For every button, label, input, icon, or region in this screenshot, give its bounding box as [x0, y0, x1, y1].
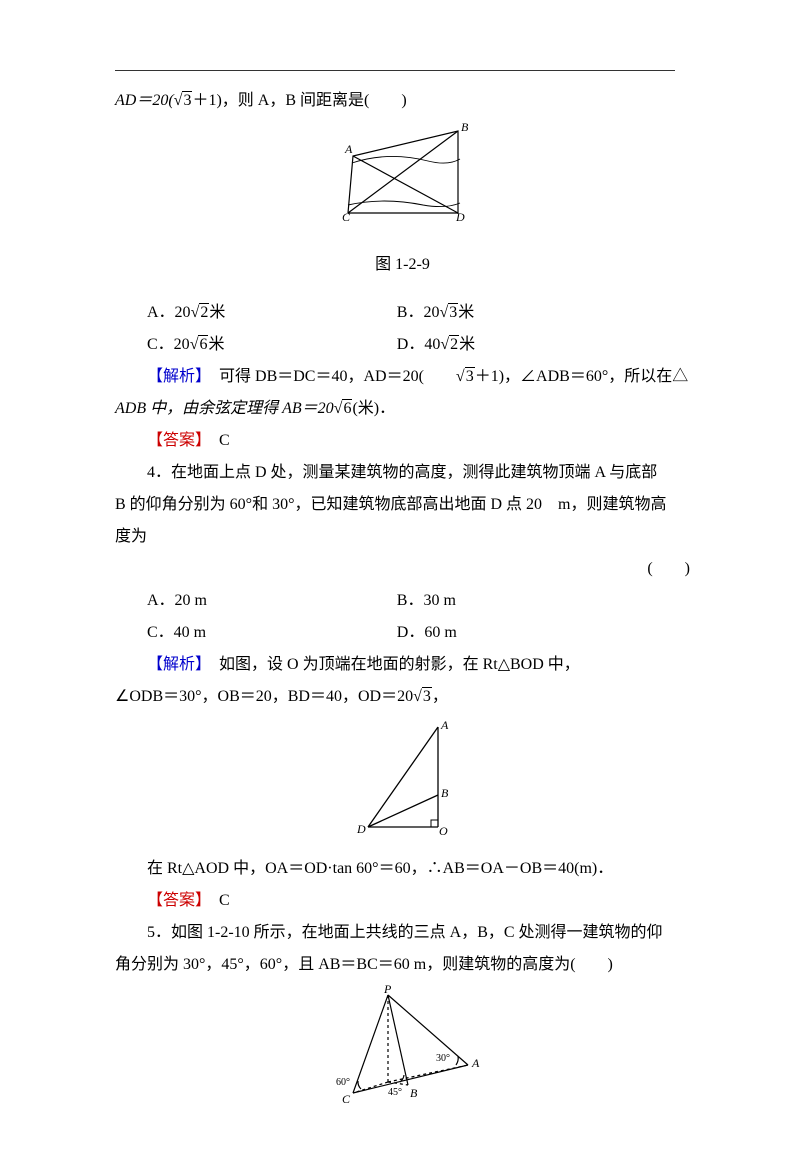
- label-A: A: [440, 718, 449, 732]
- q3-caption: 图 1-2-9: [115, 249, 690, 281]
- label-B: B: [410, 1086, 418, 1100]
- angle-30: 30°: [436, 1053, 450, 1064]
- q3-intro: AD＝20(3＋1)，则 A，B 间距离是( ): [115, 85, 690, 117]
- q3-figure: A B C D: [115, 121, 690, 233]
- q4-stem2: B 的仰角分别为 60°和 30°，已知建筑物底部高出地面 D 点 20 m，则…: [115, 489, 690, 521]
- q4-stem3: 度为: [115, 521, 690, 553]
- q3-answer: 【答案】 C: [115, 425, 690, 457]
- q4-options-row2: C．40 m D．60 m: [147, 617, 690, 649]
- q4-answer: 【答案】 C: [115, 885, 690, 917]
- label-A: A: [471, 1056, 480, 1070]
- label-O: O: [439, 824, 448, 837]
- q3-analysis-2: ADB 中，由余弦定理得 AB＝206(米)．: [115, 393, 690, 425]
- label-B: B: [461, 121, 469, 134]
- q4-options-row1: A．20 m B．30 m: [147, 585, 690, 617]
- q4-analysis2: ∠ODB＝30°，OB＝20，BD＝40，OD＝203，: [115, 681, 690, 713]
- label-B: B: [441, 786, 449, 800]
- q4-analysis3: 在 Rt△AOD 中，OA＝OD·tan 60°＝60，∴AB＝OA－OB＝40…: [115, 853, 690, 885]
- angle-60: 60°: [336, 1077, 350, 1088]
- label-A: A: [344, 142, 353, 156]
- label-P: P: [383, 985, 392, 996]
- angle-45: 45°: [388, 1087, 402, 1098]
- q4-figure: A B D O: [115, 717, 690, 849]
- q4-analysis1: 【解析】 如图，设 O 为顶端在地面的射影，在 Rt△BOD 中，: [115, 649, 690, 681]
- q5-stem2: 角分别为 30°，45°，60°，且 AB＝BC＝60 m，则建筑物的高度为( …: [115, 949, 690, 981]
- q3-analysis: 【解析】 可得 DB＝DC＝40，AD＝20(3＋1)，∠ADB＝60°，所以在…: [115, 361, 690, 393]
- q5-figure: P A B C 30° 45° 60°: [115, 985, 690, 1117]
- q5-stem1: 5．如图 1-2-10 所示，在地面上共线的三点 A，B，C 处测得一建筑物的仰: [115, 917, 690, 949]
- q3-options-row1: A．202米 B．203米: [147, 297, 690, 329]
- label-C: C: [342, 210, 351, 221]
- q4-stem1: 4．在地面上点 D 处，测量某建筑物的高度，测得此建筑物顶端 A 与底部: [115, 457, 690, 489]
- q3-options-row2: C．206米 D．402米: [147, 329, 690, 361]
- label-D: D: [356, 822, 366, 836]
- label-C: C: [342, 1092, 351, 1105]
- label-D: D: [455, 210, 465, 221]
